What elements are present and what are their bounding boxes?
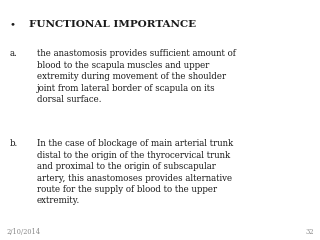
Text: 2/10/2014: 2/10/2014: [6, 228, 41, 236]
Text: 32: 32: [305, 228, 314, 236]
Text: the anastomosis provides sufficient amount of
blood to the scapula muscles and u: the anastomosis provides sufficient amou…: [37, 49, 236, 104]
Text: FUNCTIONAL IMPORTANCE: FUNCTIONAL IMPORTANCE: [29, 20, 196, 29]
Text: b.: b.: [10, 139, 18, 148]
Text: a.: a.: [10, 49, 17, 58]
Text: •: •: [10, 20, 16, 29]
Text: In the case of blockage of main arterial trunk
distal to the origin of the thyro: In the case of blockage of main arterial…: [37, 139, 233, 205]
